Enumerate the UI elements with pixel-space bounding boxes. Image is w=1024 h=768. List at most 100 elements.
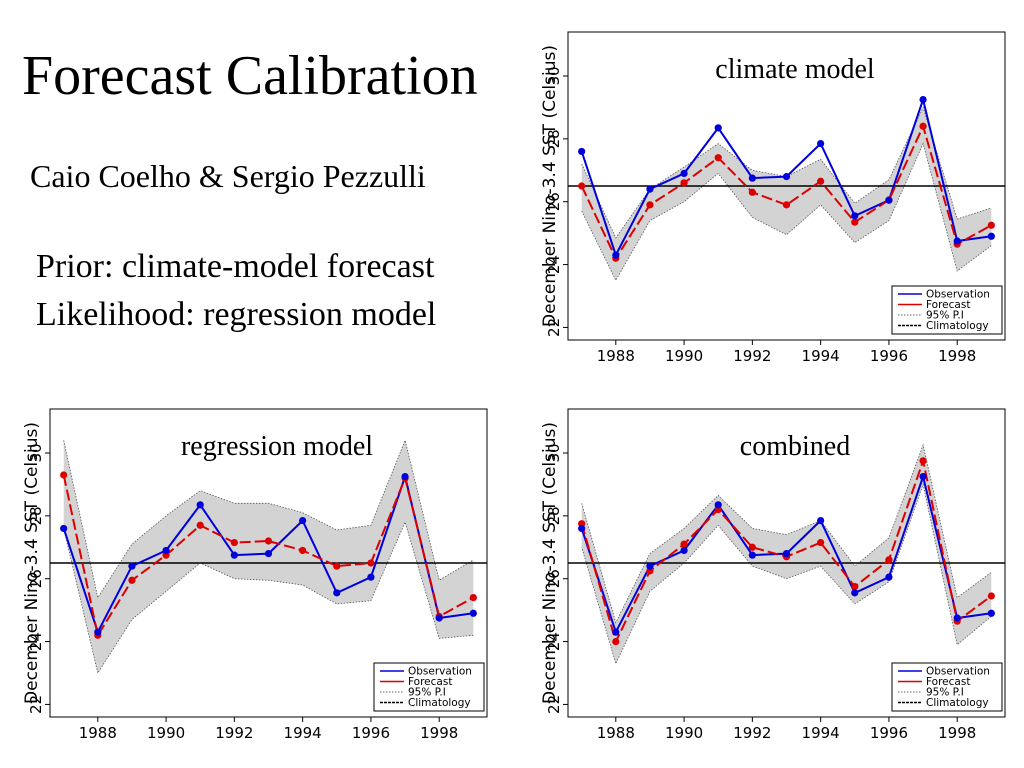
y-tick-label: 24	[545, 255, 563, 274]
x-tick-label: 1988	[597, 724, 635, 742]
forecast-point	[714, 154, 722, 162]
observation-point	[953, 237, 961, 245]
x-tick-label: 1992	[733, 724, 771, 742]
x-tick-label: 1996	[870, 724, 908, 742]
panel-title: regression model	[181, 431, 373, 462]
x-tick-label: 1990	[665, 724, 703, 742]
legend-label: Climatology	[926, 697, 989, 709]
observation-point	[748, 174, 756, 182]
observation-point	[196, 501, 204, 509]
observation-point	[128, 562, 136, 570]
observation-point	[578, 147, 586, 156]
y-tick-label: 26	[545, 569, 563, 588]
forecast-point	[646, 201, 654, 209]
observation-point	[367, 573, 375, 581]
x-tick-label: 1996	[352, 724, 390, 742]
y-axis-label: December Nino-3.4 SST (Celsius)	[22, 422, 42, 704]
slide-title: Forecast Calibration	[22, 45, 478, 107]
x-tick-label: 1994	[284, 724, 322, 742]
y-tick-label: 30	[27, 443, 45, 462]
panel-title: climate model	[715, 54, 875, 85]
observation-point	[919, 95, 927, 104]
y-tick-label: 24	[545, 632, 563, 651]
observation-point	[60, 524, 68, 533]
method-notes: Prior: climate-model forecast Likelihood…	[36, 243, 436, 339]
x-tick-label: 1990	[147, 724, 185, 742]
pi-upper-line	[581, 443, 992, 624]
chart-combined-svg: 1988 1990 1992 1994 1996 1998 22 24 26 28 30Decemb…	[540, 408, 1006, 742]
observation-point	[885, 196, 893, 204]
forecast-point	[469, 593, 477, 602]
observation-point	[885, 573, 893, 581]
y-tick-label: 22	[545, 695, 563, 714]
observation-point	[162, 546, 170, 555]
x-tick-label: 1998	[938, 347, 976, 365]
observation-point	[94, 628, 102, 636]
legend-label: Climatology	[408, 697, 471, 709]
forecast-point	[851, 218, 859, 226]
forecast-point	[230, 538, 238, 547]
forecast-point	[987, 592, 995, 600]
legend-label: Observation	[408, 666, 472, 678]
y-tick-label: 28	[545, 129, 563, 148]
forecast-point	[680, 540, 688, 548]
forecast-point	[60, 471, 68, 479]
observation-point	[401, 472, 409, 481]
legend-label: 95% P.I	[926, 310, 964, 322]
legend-label: Forecast	[926, 676, 970, 688]
x-tick-label: 1990	[665, 347, 703, 365]
chart-climate-model-svg: 1988 1990 1992 1994 1996 1998 22 24 26 28 30Decemb…	[540, 31, 1006, 365]
forecast-point	[299, 546, 307, 555]
x-tick-label: 1998	[938, 724, 976, 742]
forecast-point	[748, 188, 756, 196]
y-tick-label: 26	[27, 569, 45, 588]
forecast-point	[782, 201, 791, 209]
x-tick-label: 1992	[733, 347, 771, 365]
observation-point	[953, 614, 961, 622]
observation-point	[612, 251, 620, 259]
chart-regression-model-svg: 1988 1990 1992 1994 1996 1998 22 24 26 28 30Decemb…	[22, 408, 488, 742]
y-tick-label: 30	[545, 66, 563, 85]
x-tick-label: 1998	[420, 724, 458, 742]
plot-frame	[49, 408, 488, 718]
x-tick-label: 1994	[802, 724, 840, 742]
forecast-point	[128, 576, 136, 584]
y-tick-label: 28	[545, 506, 563, 525]
forecast-point	[367, 559, 375, 567]
pi-band	[581, 107, 992, 281]
legend-label: Forecast	[408, 676, 452, 688]
observation-point	[469, 609, 477, 617]
forecast-point	[264, 537, 273, 545]
observation-point	[435, 614, 443, 622]
observation-point	[817, 516, 825, 525]
forecast-point	[578, 182, 586, 190]
observation-point	[851, 589, 859, 597]
legend-label: Climatology	[926, 320, 989, 332]
observation-point	[748, 551, 756, 559]
plot-frame	[567, 31, 1006, 341]
forecast-point	[748, 543, 756, 551]
observation-point	[299, 516, 307, 525]
legend-label: Observation	[926, 289, 990, 301]
forecast-point	[680, 179, 688, 187]
y-axis-label: December Nino-3.4 SST (Celsius)	[540, 45, 560, 327]
observation-point	[714, 501, 722, 509]
y-tick-label: 26	[545, 192, 563, 211]
x-tick-label: 1996	[870, 347, 908, 365]
observation-point	[782, 172, 791, 181]
authors: Caio Coelho & Sergio Pezzulli	[30, 158, 426, 194]
x-tick-label: 1992	[215, 724, 253, 742]
x-tick-label: 1988	[79, 724, 117, 742]
observation-point	[919, 472, 927, 481]
y-tick-label: 24	[27, 632, 45, 651]
chart-regression-model: 1988 1990 1992 1994 1996 1998 22 24 26 28 30 Decemb…	[22, 405, 494, 750]
forecast-point	[919, 457, 927, 465]
observation-point	[817, 139, 825, 148]
x-tick-label: 1994	[802, 347, 840, 365]
y-tick-label: 22	[27, 695, 45, 714]
chart-combined: 1988 1990 1992 1994 1996 1998 22 24 26 28 30 Decemb…	[540, 405, 1012, 750]
pi-upper-line	[63, 439, 474, 599]
legend-label: 95% P.I	[926, 687, 964, 699]
y-tick-label: 30	[545, 443, 563, 462]
pi-lower-line	[63, 520, 474, 675]
